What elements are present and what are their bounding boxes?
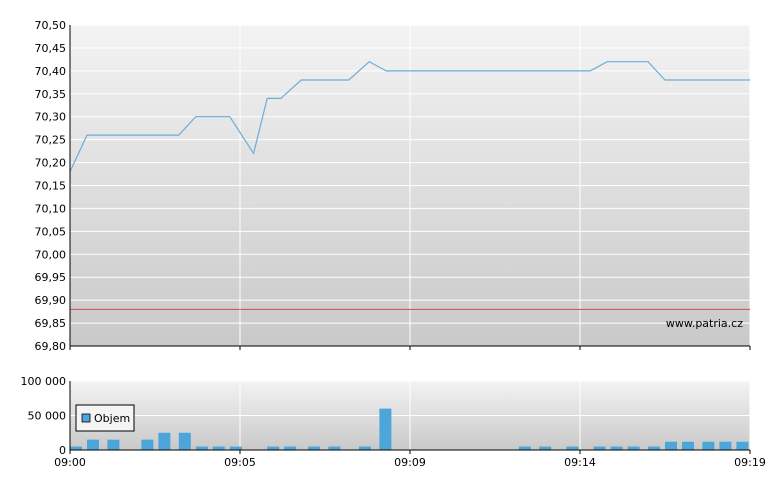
- x-tick-label: 09:19: [734, 456, 766, 469]
- legend-swatch: [81, 413, 91, 423]
- volume-bar: [267, 446, 280, 450]
- watermark: www.patria.cz: [666, 317, 743, 330]
- price-y-tick-label: 70,00: [35, 248, 67, 261]
- price-y-tick-label: 70,45: [35, 42, 67, 55]
- volume-bar: [682, 441, 694, 450]
- volume-panel: 100 000 50 000 009:00 09:05 09:09 09:14 09:19 O…: [21, 375, 766, 469]
- volume-bar: [70, 446, 82, 450]
- volume-bar: [212, 446, 225, 450]
- volume-bar: [87, 439, 99, 450]
- volume-bar: [359, 446, 371, 450]
- price-y-tick-label: 70,10: [35, 202, 67, 215]
- volume-bar: [610, 446, 623, 450]
- legend-label: Objem: [94, 412, 130, 425]
- volume-legend: Objem: [75, 404, 135, 432]
- volume-bar: [593, 446, 606, 450]
- price-y-tick-label: 70,05: [35, 225, 67, 238]
- price-y-tick-label: 69,85: [35, 317, 67, 330]
- volume-bar: [284, 446, 297, 450]
- price-y-tick-label: 70,50: [35, 19, 67, 32]
- price-y-tick-label: 70,35: [35, 88, 67, 101]
- volume-bar: [328, 446, 341, 450]
- volume-bar: [158, 432, 171, 450]
- x-tick-label: 09:09: [394, 456, 426, 469]
- volume-bar: [566, 446, 579, 450]
- price-y-tick-label: 69,80: [35, 340, 67, 353]
- x-tick-label: 09:00: [54, 456, 86, 469]
- volume-bar: [141, 439, 154, 450]
- volume-bar: [518, 446, 531, 450]
- price-y-tick-label: 70,15: [35, 180, 67, 193]
- volume-bar: [379, 408, 392, 450]
- volume-bar: [308, 446, 320, 450]
- volume-bar: [229, 446, 242, 450]
- x-tick-label: 09:14: [564, 456, 596, 469]
- price-y-tick-label: 70,30: [35, 111, 67, 124]
- volume-y-tick-label: 100 000: [21, 375, 67, 388]
- volume-bar: [195, 446, 208, 450]
- volume-bar: [107, 439, 120, 450]
- volume-bar: [736, 441, 749, 450]
- volume-bar: [648, 446, 660, 450]
- price-y-tick-label: 69,95: [35, 271, 67, 284]
- price-y-tick-label: 70,40: [35, 65, 67, 78]
- price-panel: 70,50 70,45 70,40 70,35 70,30 70,25 70,20 70,15…: [35, 19, 751, 353]
- volume-bar: [665, 441, 677, 450]
- volume-bar: [719, 441, 732, 450]
- price-series-line: [69, 60, 750, 172]
- volume-y-tick-label: 0: [59, 444, 66, 457]
- volume-bar: [178, 432, 191, 450]
- x-tick-label: 09:05: [224, 456, 256, 469]
- price-y-tick-label: 70,25: [35, 134, 67, 147]
- volume-bar: [702, 441, 715, 450]
- volume-bar: [627, 446, 640, 450]
- volume-bar: [539, 446, 552, 450]
- price-y-tick-label: 69,90: [35, 294, 67, 307]
- volume-y-tick-label: 50 000: [28, 410, 67, 423]
- price-y-tick-label: 70,20: [35, 157, 67, 170]
